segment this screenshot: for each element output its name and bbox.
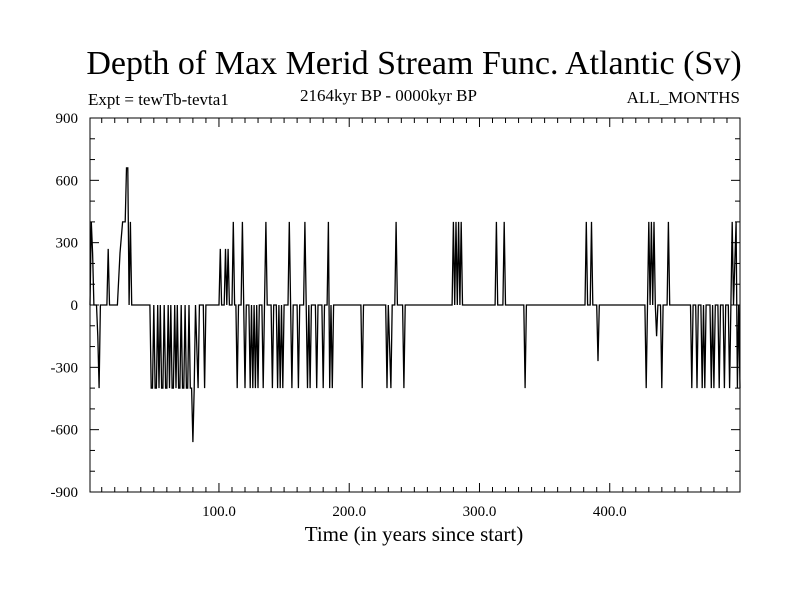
experiment-label: Expt = tewTb-tevta1 [88,90,229,109]
chart-title: Depth of Max Merid Stream Func. Atlantic… [86,45,742,82]
y-tick-label: 600 [56,173,79,189]
x-tick-label: 100.0 [202,504,236,520]
series-line [89,167,741,443]
series-group [89,167,741,443]
x-tick-label: 300.0 [463,504,497,520]
months-label: ALL_MONTHS [626,88,740,107]
y-tick-label: -300 [51,360,79,376]
tick-labels: -900 -600 -300 0 300 600 900 100.0 200.0 300.0 400… [51,111,627,520]
x-tick-label: 400.0 [593,504,627,520]
y-tick-label: 0 [71,298,79,314]
period-label: 2164kyr BP - 0000kyr BP [300,86,477,105]
x-axis-label: Time (in years since start) [304,522,524,546]
y-tick-label: -600 [51,423,79,439]
x-tick-label: 200.0 [332,504,366,520]
y-tick-label: 300 [56,236,79,252]
y-tick-label: 900 [56,111,79,127]
y-tick-label: -900 [51,485,79,501]
